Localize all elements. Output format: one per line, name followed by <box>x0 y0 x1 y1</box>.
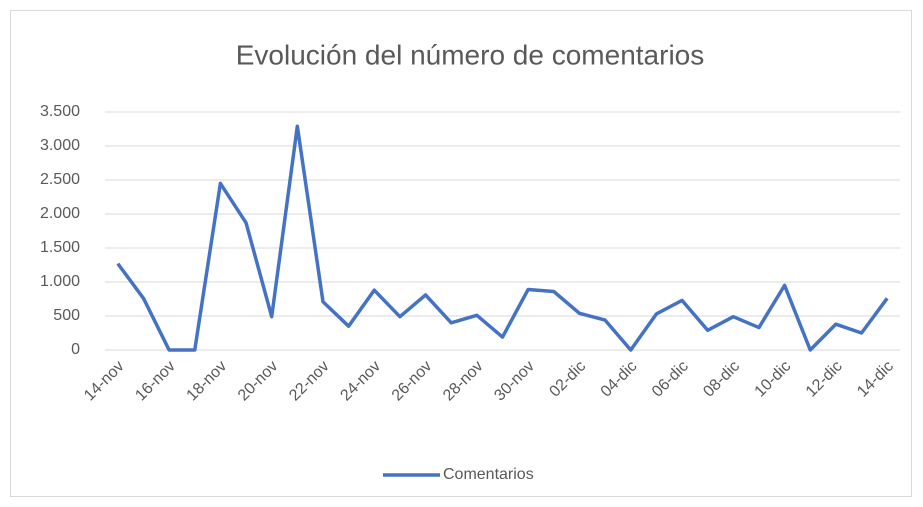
legend-label: Comentarios <box>443 466 534 483</box>
y-tick-label: 3.500 <box>40 103 80 120</box>
chart-title: Evolución del número de comentarios <box>236 39 704 70</box>
y-tick-label: 1.500 <box>40 239 80 256</box>
y-tick-label: 0 <box>71 341 80 358</box>
series-line <box>116 124 889 352</box>
y-tick-label: 2.500 <box>40 171 80 188</box>
y-tick-label: 500 <box>53 307 80 324</box>
y-tick-label: 3.000 <box>40 137 80 154</box>
y-tick-label: 1.000 <box>40 273 80 290</box>
y-tick-label: 2.000 <box>40 205 80 222</box>
chart-frame <box>10 10 912 497</box>
